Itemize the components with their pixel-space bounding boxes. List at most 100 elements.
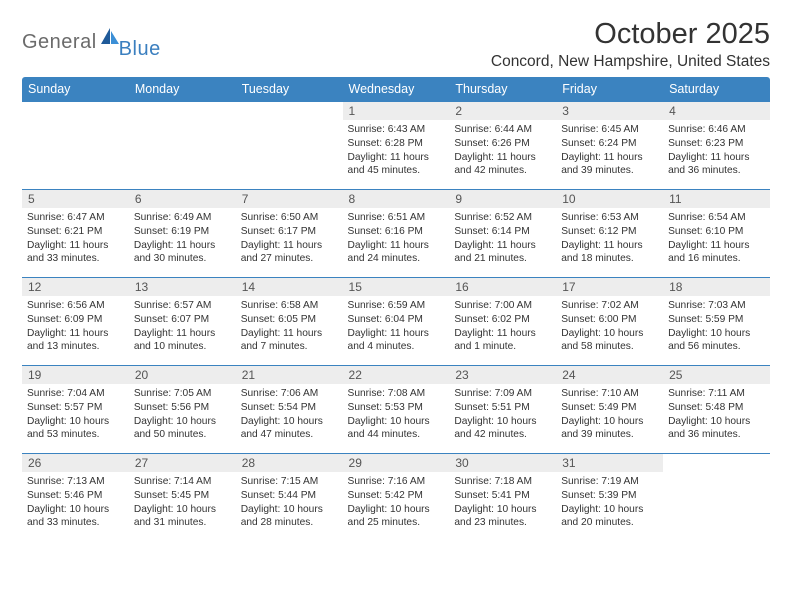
calendar-day-cell: 6Sunrise: 6:49 AMSunset: 6:19 PMDaylight…: [129, 190, 236, 278]
day-details: Sunrise: 6:53 AMSunset: 6:12 PMDaylight:…: [556, 208, 663, 268]
title-block: October 2025 Concord, New Hampshire, Uni…: [491, 18, 770, 71]
day-number: 9: [449, 190, 556, 208]
calendar-day-cell: 5Sunrise: 6:47 AMSunset: 6:21 PMDaylight…: [22, 190, 129, 278]
calendar-day-cell: 26Sunrise: 7:13 AMSunset: 5:46 PMDayligh…: [22, 454, 129, 542]
day-number: 21: [236, 366, 343, 384]
calendar-day-cell: 14Sunrise: 6:58 AMSunset: 6:05 PMDayligh…: [236, 278, 343, 366]
calendar-day-cell: 20Sunrise: 7:05 AMSunset: 5:56 PMDayligh…: [129, 366, 236, 454]
calendar-day-cell: 18Sunrise: 7:03 AMSunset: 5:59 PMDayligh…: [663, 278, 770, 366]
day-details: Sunrise: 7:19 AMSunset: 5:39 PMDaylight:…: [556, 472, 663, 532]
day-details: Sunrise: 6:46 AMSunset: 6:23 PMDaylight:…: [663, 120, 770, 180]
day-details: Sunrise: 7:02 AMSunset: 6:00 PMDaylight:…: [556, 296, 663, 356]
day-details: Sunrise: 7:10 AMSunset: 5:49 PMDaylight:…: [556, 384, 663, 444]
calendar-day-cell: 23Sunrise: 7:09 AMSunset: 5:51 PMDayligh…: [449, 366, 556, 454]
day-number: 12: [22, 278, 129, 296]
calendar-day-cell: 15Sunrise: 6:59 AMSunset: 6:04 PMDayligh…: [343, 278, 450, 366]
day-number: 13: [129, 278, 236, 296]
day-details: Sunrise: 6:45 AMSunset: 6:24 PMDaylight:…: [556, 120, 663, 180]
day-details: Sunrise: 7:09 AMSunset: 5:51 PMDaylight:…: [449, 384, 556, 444]
day-details: Sunrise: 7:18 AMSunset: 5:41 PMDaylight:…: [449, 472, 556, 532]
calendar-day-cell: 25Sunrise: 7:11 AMSunset: 5:48 PMDayligh…: [663, 366, 770, 454]
day-number: 28: [236, 454, 343, 472]
calendar-header-row: Sunday Monday Tuesday Wednesday Thursday…: [22, 77, 770, 102]
calendar-day-cell: 13Sunrise: 6:57 AMSunset: 6:07 PMDayligh…: [129, 278, 236, 366]
day-number: 17: [556, 278, 663, 296]
day-details: Sunrise: 6:47 AMSunset: 6:21 PMDaylight:…: [22, 208, 129, 268]
day-number: 18: [663, 278, 770, 296]
calendar-day-cell: 12Sunrise: 6:56 AMSunset: 6:09 PMDayligh…: [22, 278, 129, 366]
day-details: Sunrise: 6:44 AMSunset: 6:26 PMDaylight:…: [449, 120, 556, 180]
day-details: Sunrise: 6:56 AMSunset: 6:09 PMDaylight:…: [22, 296, 129, 356]
day-number: 26: [22, 454, 129, 472]
day-number: 22: [343, 366, 450, 384]
calendar-day-cell: 16Sunrise: 7:00 AMSunset: 6:02 PMDayligh…: [449, 278, 556, 366]
day-number: 20: [129, 366, 236, 384]
day-number: 27: [129, 454, 236, 472]
day-number: 31: [556, 454, 663, 472]
calendar-day-cell: .: [236, 102, 343, 190]
day-number: 23: [449, 366, 556, 384]
day-number: 10: [556, 190, 663, 208]
calendar-day-cell: .: [22, 102, 129, 190]
day-details: Sunrise: 7:15 AMSunset: 5:44 PMDaylight:…: [236, 472, 343, 532]
day-details: Sunrise: 7:04 AMSunset: 5:57 PMDaylight:…: [22, 384, 129, 444]
month-title: October 2025: [491, 18, 770, 51]
day-details: Sunrise: 6:58 AMSunset: 6:05 PMDaylight:…: [236, 296, 343, 356]
day-details: Sunrise: 7:11 AMSunset: 5:48 PMDaylight:…: [663, 384, 770, 444]
day-number: 3: [556, 102, 663, 120]
day-details: Sunrise: 7:13 AMSunset: 5:46 PMDaylight:…: [22, 472, 129, 532]
weekday-header: Wednesday: [343, 77, 450, 102]
day-number: 30: [449, 454, 556, 472]
calendar-day-cell: 27Sunrise: 7:14 AMSunset: 5:45 PMDayligh…: [129, 454, 236, 542]
calendar-day-cell: 21Sunrise: 7:06 AMSunset: 5:54 PMDayligh…: [236, 366, 343, 454]
calendar-day-cell: 30Sunrise: 7:18 AMSunset: 5:41 PMDayligh…: [449, 454, 556, 542]
calendar-day-cell: 17Sunrise: 7:02 AMSunset: 6:00 PMDayligh…: [556, 278, 663, 366]
logo-text-blue: Blue: [119, 38, 161, 61]
calendar-day-cell: 19Sunrise: 7:04 AMSunset: 5:57 PMDayligh…: [22, 366, 129, 454]
day-number: 14: [236, 278, 343, 296]
calendar-week-row: 12Sunrise: 6:56 AMSunset: 6:09 PMDayligh…: [22, 278, 770, 366]
calendar-day-cell: 29Sunrise: 7:16 AMSunset: 5:42 PMDayligh…: [343, 454, 450, 542]
calendar-day-cell: .: [129, 102, 236, 190]
calendar-day-cell: 9Sunrise: 6:52 AMSunset: 6:14 PMDaylight…: [449, 190, 556, 278]
calendar-week-row: 26Sunrise: 7:13 AMSunset: 5:46 PMDayligh…: [22, 454, 770, 542]
calendar-day-cell: 1Sunrise: 6:43 AMSunset: 6:28 PMDaylight…: [343, 102, 450, 190]
day-number: 19: [22, 366, 129, 384]
calendar-day-cell: 28Sunrise: 7:15 AMSunset: 5:44 PMDayligh…: [236, 454, 343, 542]
day-details: Sunrise: 7:03 AMSunset: 5:59 PMDaylight:…: [663, 296, 770, 356]
calendar-table: Sunday Monday Tuesday Wednesday Thursday…: [22, 77, 770, 542]
calendar-week-row: 5Sunrise: 6:47 AMSunset: 6:21 PMDaylight…: [22, 190, 770, 278]
day-details: Sunrise: 6:59 AMSunset: 6:04 PMDaylight:…: [343, 296, 450, 356]
calendar-week-row: ...1Sunrise: 6:43 AMSunset: 6:28 PMDayli…: [22, 102, 770, 190]
calendar-day-cell: 31Sunrise: 7:19 AMSunset: 5:39 PMDayligh…: [556, 454, 663, 542]
day-number: 8: [343, 190, 450, 208]
day-details: Sunrise: 7:08 AMSunset: 5:53 PMDaylight:…: [343, 384, 450, 444]
calendar-day-cell: 2Sunrise: 6:44 AMSunset: 6:26 PMDaylight…: [449, 102, 556, 190]
day-number: 24: [556, 366, 663, 384]
day-number: 2: [449, 102, 556, 120]
calendar-body: ...1Sunrise: 6:43 AMSunset: 6:28 PMDayli…: [22, 102, 770, 542]
day-number: 4: [663, 102, 770, 120]
calendar-day-cell: 3Sunrise: 6:45 AMSunset: 6:24 PMDaylight…: [556, 102, 663, 190]
day-details: Sunrise: 6:54 AMSunset: 6:10 PMDaylight:…: [663, 208, 770, 268]
day-details: Sunrise: 7:06 AMSunset: 5:54 PMDaylight:…: [236, 384, 343, 444]
weekday-header: Monday: [129, 77, 236, 102]
day-details: Sunrise: 7:00 AMSunset: 6:02 PMDaylight:…: [449, 296, 556, 356]
calendar-day-cell: 22Sunrise: 7:08 AMSunset: 5:53 PMDayligh…: [343, 366, 450, 454]
calendar-page: General Blue October 2025 Concord, New H…: [0, 0, 792, 552]
weekday-header: Saturday: [663, 77, 770, 102]
day-details: Sunrise: 7:05 AMSunset: 5:56 PMDaylight:…: [129, 384, 236, 444]
logo-sail-icon: [101, 28, 119, 49]
day-number: 25: [663, 366, 770, 384]
calendar-week-row: 19Sunrise: 7:04 AMSunset: 5:57 PMDayligh…: [22, 366, 770, 454]
weekday-header: Tuesday: [236, 77, 343, 102]
calendar-day-cell: 8Sunrise: 6:51 AMSunset: 6:16 PMDaylight…: [343, 190, 450, 278]
day-details: Sunrise: 7:16 AMSunset: 5:42 PMDaylight:…: [343, 472, 450, 532]
weekday-header: Friday: [556, 77, 663, 102]
day-details: Sunrise: 6:49 AMSunset: 6:19 PMDaylight:…: [129, 208, 236, 268]
logo: General Blue: [22, 24, 161, 61]
calendar-day-cell: 4Sunrise: 6:46 AMSunset: 6:23 PMDaylight…: [663, 102, 770, 190]
day-details: Sunrise: 7:14 AMSunset: 5:45 PMDaylight:…: [129, 472, 236, 532]
day-number: 5: [22, 190, 129, 208]
calendar-day-cell: 10Sunrise: 6:53 AMSunset: 6:12 PMDayligh…: [556, 190, 663, 278]
